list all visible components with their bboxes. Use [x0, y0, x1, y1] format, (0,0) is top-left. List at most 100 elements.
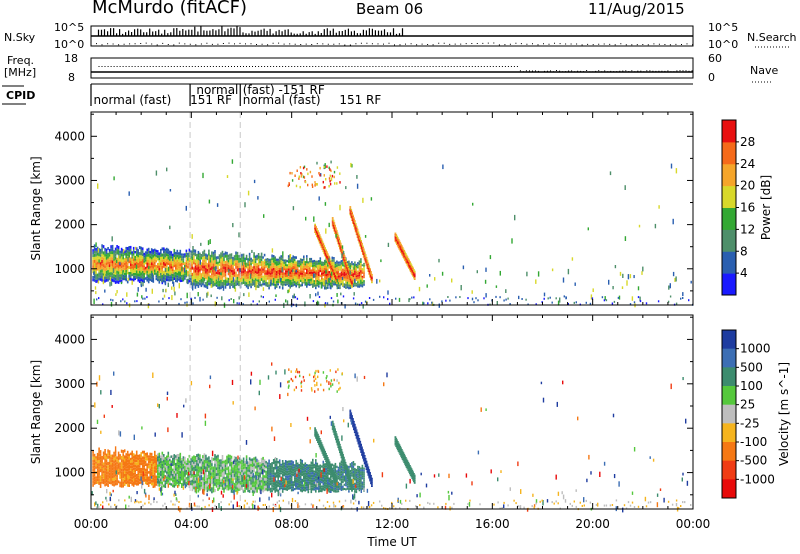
power-cell: [342, 295, 345, 298]
velocity-cell: [181, 478, 183, 481]
power-cell: [278, 259, 281, 262]
velocity-cell: [120, 475, 123, 479]
power-cell: [216, 296, 218, 299]
power-cell: [114, 259, 117, 263]
power-cell: [220, 272, 222, 276]
power-cell: [193, 261, 195, 265]
velocity-cell: [299, 458, 302, 462]
velocity-cell: [295, 487, 297, 490]
velocity-cell: [92, 474, 94, 478]
power-cell: [354, 229, 357, 231]
power-cell: [559, 297, 561, 303]
power-cell: [116, 267, 118, 271]
power-cell: [353, 217, 355, 219]
velocity-cell: [146, 466, 148, 469]
velocity-cell: [187, 476, 189, 479]
power-cell: [334, 271, 336, 273]
power-cell: [567, 303, 569, 305]
power-cell: [272, 270, 275, 273]
velocity-cell: [182, 458, 185, 462]
power-cell: [312, 281, 314, 284]
velocity-cell: [161, 469, 164, 473]
power-cell: [215, 261, 218, 264]
power-cell: [360, 267, 362, 271]
power-cell: [238, 278, 240, 281]
power-cell: [272, 260, 275, 263]
velocity-cell: [272, 461, 275, 465]
power-cell: [160, 259, 162, 263]
velocity-cell: [194, 477, 197, 481]
velocity-cell: [281, 476, 284, 480]
velocity-cell: [217, 484, 219, 488]
power-cell: [175, 259, 177, 262]
power-cell: [149, 275, 151, 279]
power-cell: [284, 281, 287, 284]
velocity-cell: [170, 478, 173, 481]
power-cell: [349, 262, 352, 265]
power-cell: [327, 286, 329, 289]
power-cell: [335, 227, 337, 229]
velocity-cell: [224, 459, 227, 463]
power-cell: [316, 228, 318, 230]
velocity-cell: [290, 462, 293, 466]
power-cell: [232, 256, 234, 260]
power-cell: [166, 267, 168, 270]
power-cell: [262, 268, 264, 271]
power-cell: [257, 276, 260, 280]
power-cell: [244, 262, 246, 265]
power-cell: [120, 280, 123, 283]
power-cell: [123, 260, 126, 263]
velocity-cell: [164, 464, 167, 468]
power-cell: [92, 275, 94, 279]
power-cell: [114, 280, 117, 284]
power-cell: [141, 247, 144, 251]
power-cell: [247, 281, 249, 284]
power-cell: [293, 258, 296, 262]
velocity-cell: [166, 476, 168, 479]
velocity-cell: [143, 473, 145, 477]
power-cell: [135, 246, 137, 250]
power-cell: [140, 266, 142, 270]
velocity-cell: [135, 462, 138, 466]
velocity-cell: [176, 466, 179, 470]
power-cell: [351, 278, 353, 280]
power-cell: [271, 265, 273, 269]
velocity-cell: [129, 473, 132, 477]
power-cell: [286, 268, 288, 271]
velocity-cell: [241, 484, 243, 488]
power-cell: [134, 272, 136, 276]
power-cell: [301, 281, 303, 284]
velocity-cell: [150, 474, 153, 478]
velocity-cell: [295, 477, 297, 480]
power-cell: [266, 277, 269, 280]
velocity-cell: [199, 454, 201, 458]
nave-label: Nave: [750, 64, 779, 77]
power-cell: [339, 242, 342, 244]
power-cell: [590, 294, 593, 300]
velocity-cell: [235, 477, 237, 481]
power-cell: [188, 265, 191, 269]
power-cell: [245, 279, 248, 282]
velocity-cell: [284, 462, 287, 465]
power-cell: [146, 273, 148, 277]
power-cell: [287, 278, 290, 282]
power-cell: [229, 253, 231, 257]
velocity-cell: [208, 470, 210, 474]
cpid-label: CPID: [6, 89, 36, 102]
power-cell: [406, 256, 409, 258]
velocity-cell: [114, 479, 117, 483]
power-cell: [233, 299, 235, 304]
velocity-cell: [200, 481, 203, 485]
power-cell: [226, 260, 228, 264]
velocity-cell: [107, 461, 109, 465]
velocity-cell: [236, 487, 239, 491]
power-cell: [325, 228, 327, 234]
power-cell: [191, 272, 194, 276]
power-cell: [309, 276, 311, 279]
power-cell: [99, 254, 102, 257]
power-cell: [218, 257, 221, 261]
power-cell: [239, 260, 242, 263]
power-cell: [316, 233, 318, 235]
power-cell: [362, 197, 364, 203]
power-cell: [309, 257, 311, 261]
